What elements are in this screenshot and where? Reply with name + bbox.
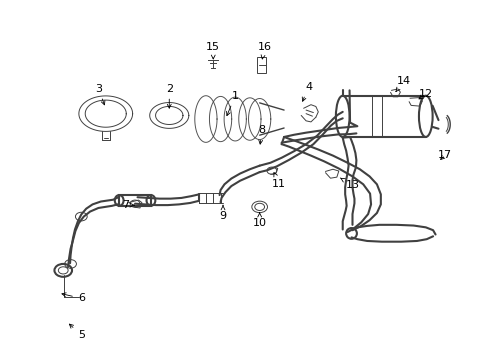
- Text: 2: 2: [166, 84, 173, 108]
- Text: 13: 13: [341, 178, 360, 190]
- Text: 9: 9: [220, 205, 226, 221]
- Bar: [257, 57, 266, 73]
- Text: 3: 3: [95, 84, 105, 105]
- Text: 15: 15: [206, 42, 220, 59]
- Text: 12: 12: [419, 89, 433, 99]
- Text: 6: 6: [62, 293, 85, 303]
- Text: 5: 5: [70, 324, 85, 340]
- Bar: [119, 195, 151, 206]
- Text: 1: 1: [226, 91, 239, 116]
- Text: 7: 7: [122, 200, 134, 210]
- Text: 8: 8: [259, 125, 266, 144]
- Text: 14: 14: [396, 76, 411, 91]
- Text: 10: 10: [253, 212, 267, 228]
- Text: 4: 4: [302, 82, 312, 101]
- Text: 11: 11: [272, 172, 286, 189]
- Text: 17: 17: [438, 150, 452, 160]
- Text: 16: 16: [258, 42, 271, 59]
